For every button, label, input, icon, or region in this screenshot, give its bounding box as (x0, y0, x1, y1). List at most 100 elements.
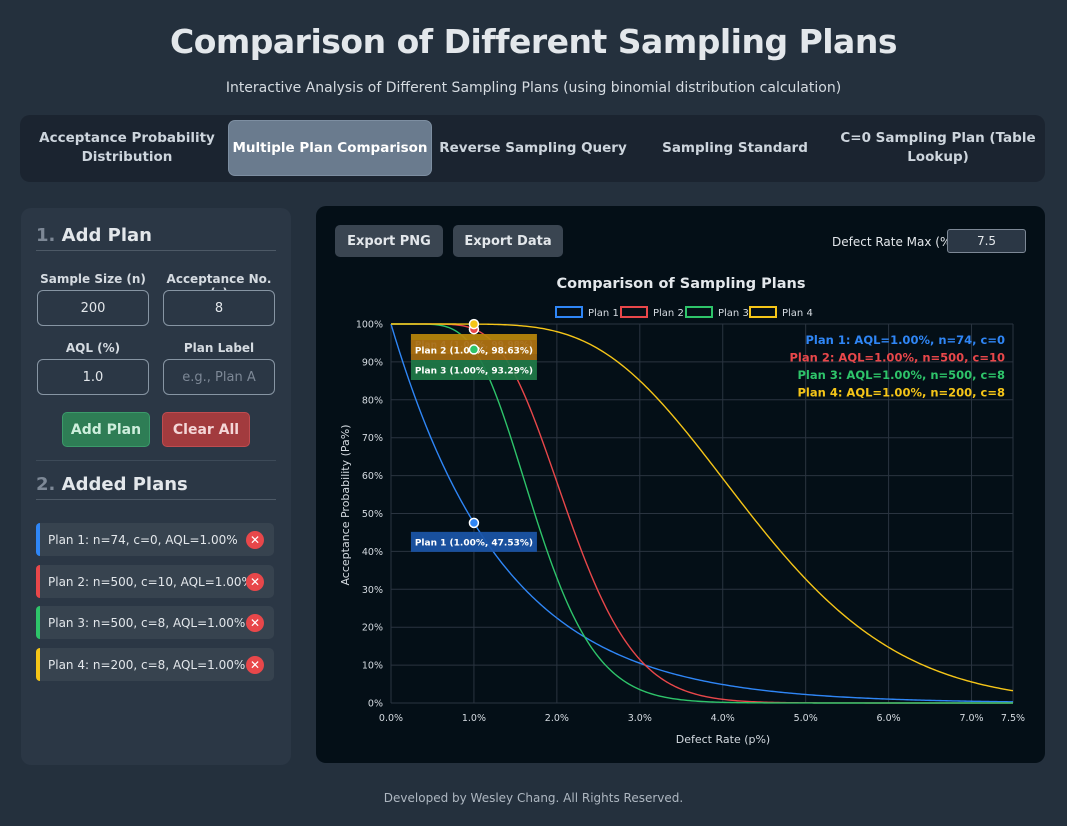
x-tick-label: 4.0% (711, 713, 735, 724)
add-plan-button[interactable]: Add Plan (62, 412, 150, 447)
y-tick-label: 40% (362, 547, 383, 558)
legend-swatch (555, 306, 583, 318)
plan-label-label: Plan Label (183, 341, 255, 355)
legend-swatch (749, 306, 777, 318)
defect-rate-max-input[interactable]: 7.5 (947, 229, 1026, 253)
tab-bar: Acceptance Probability Distribution Multi… (20, 115, 1045, 182)
annotation-box (410, 360, 537, 380)
oc-curve-plan-4 (391, 323, 1014, 692)
x-tick-label: 5.0% (794, 713, 818, 724)
plan-info-label: Plan 1: AQL=1.00%, n=74, c=0 (806, 333, 1006, 347)
y-tick-label: 100% (356, 320, 383, 331)
oc-curve-chart: Comparison of Sampling Plans Plan 1 Plan … (339, 276, 1025, 746)
legend-swatch (620, 306, 648, 318)
plan-item-text: Plan 2: n=500, c=10, AQL=1.00% (48, 575, 253, 589)
x-tick-label: 0.0% (379, 713, 403, 724)
defect-rate-max-label: Defect Rate Max (%): (832, 235, 961, 249)
tab-label-line1: Multiple Plan Comparison (232, 139, 428, 156)
footer-text: Developed by Wesley Chang. All Rights Re… (383, 791, 684, 805)
legend-label: Plan 2 (653, 308, 684, 319)
plan-list-item: Plan 1: n=74, c=0, AQL=1.00% ✕ (36, 523, 274, 556)
aql-point-marker (468, 517, 480, 529)
delete-plan-icon[interactable]: ✕ (246, 614, 264, 632)
added-plans-heading: 2. Added Plans (36, 474, 188, 495)
plan-item-text: Plan 3: n=500, c=8, AQL=1.00% (48, 616, 246, 630)
tab-acceptance-probability[interactable]: Acceptance Probability Distribution (26, 121, 228, 175)
legend-label: Plan 4 (782, 308, 813, 319)
y-tick-label: 30% (362, 585, 383, 596)
tab-label-line1: Sampling Standard (662, 139, 808, 156)
x-tick-label: 7.5% (1001, 713, 1025, 724)
plan-label-input[interactable]: e.g., Plan A (163, 359, 275, 395)
section-number: 2. (36, 474, 56, 495)
y-tick-label: 50% (362, 509, 383, 520)
oc-curve-plan-1 (390, 323, 1014, 703)
y-axis-label: Acceptance Probability (Pa%) (339, 424, 352, 585)
page-subtitle: Interactive Analysis of Different Sampli… (225, 80, 842, 96)
export-data-button[interactable]: Export Data (453, 225, 563, 257)
y-tick-label: 60% (362, 471, 383, 482)
chart-markers: Plan 1 (1.00%, 47.53%)Plan 4 (1.00%, 99.… (410, 318, 537, 552)
plan-color-bar (36, 523, 40, 556)
x-tick-label: 2.0% (545, 713, 569, 724)
plan-info-label: Plan 4: AQL=1.00%, n=200, c=8 (798, 386, 1006, 400)
page-title: Comparison of Different Sampling Plans (170, 22, 897, 61)
delete-plan-icon[interactable]: ✕ (246, 573, 264, 591)
acceptance-number-input[interactable]: 8 (163, 290, 275, 326)
x-tick-label: 7.0% (959, 713, 983, 724)
sample-size-label: Sample Size (n) (40, 272, 146, 286)
plan-color-bar (36, 565, 40, 598)
aql-point-marker (468, 318, 480, 330)
tab-sampling-standard[interactable]: Sampling Standard (634, 121, 836, 175)
tab-c0-sampling-plan[interactable]: C=0 Sampling Plan (Table Lookup) (837, 121, 1039, 175)
tab-label-line2: Lookup) (907, 149, 969, 165)
plan-list-item: Plan 4: n=200, c=8, AQL=1.00% ✕ (36, 648, 274, 681)
tab-label-line2: Distribution (81, 149, 173, 165)
plan-list-item: Plan 3: n=500, c=8, AQL=1.00% ✕ (36, 606, 274, 639)
legend-label: Plan 3 (718, 308, 749, 319)
delete-plan-icon[interactable]: ✕ (246, 531, 264, 549)
sidebar: 1. Add Plan Sample Size (n) Acceptance N… (21, 208, 291, 765)
heading-underline (36, 499, 276, 500)
plan-info-label: Plan 3: AQL=1.00%, n=500, c=8 (798, 368, 1006, 382)
section-divider (36, 460, 276, 461)
aql-input[interactable]: 1.0 (37, 359, 149, 395)
delete-plan-icon[interactable]: ✕ (246, 656, 264, 674)
plan-item-text: Plan 4: n=200, c=8, AQL=1.00% (48, 658, 246, 672)
section-title: Add Plan (61, 225, 152, 246)
x-tick-label: 6.0% (877, 713, 901, 724)
x-axis-label: Defect Rate (p%) (676, 733, 770, 746)
y-tick-label: 20% (362, 623, 383, 634)
tab-label-line1: C=0 Sampling Plan (Table (840, 130, 1036, 146)
chart-info-labels: Plan 1: AQL=1.00%, n=74, c=0 Plan 2: AQL=… (790, 333, 1006, 400)
y-tick-label: 90% (362, 357, 383, 368)
aql-label: AQL (%) (65, 341, 121, 355)
oc-curve-plan-3 (391, 323, 1013, 704)
y-tick-label: 80% (362, 395, 383, 406)
tab-reverse-sampling-query[interactable]: Reverse Sampling Query (432, 121, 634, 175)
chart-panel: Export PNG Export Data Defect Rate Max (… (316, 206, 1045, 763)
legend-label: Plan 1 (588, 308, 619, 319)
y-tick-label: 70% (362, 433, 383, 444)
section-number: 1. (36, 225, 56, 246)
tab-label-line1: Reverse Sampling Query (439, 139, 627, 156)
section-title: Added Plans (61, 474, 188, 495)
plan-color-bar (36, 648, 40, 681)
clear-all-button[interactable]: Clear All (162, 412, 250, 447)
y-tick-label: 10% (362, 661, 383, 672)
annotation-label: Plan 1 (1.00%, 47.53%) (415, 538, 533, 548)
x-tick-label: 1.0% (462, 713, 486, 724)
chart-legend: Plan 1 Plan 2 Plan 3 Plan 4 (555, 306, 813, 319)
plan-info-label: Plan 2: AQL=1.00%, n=500, c=10 (790, 351, 1006, 365)
annotation-box (410, 531, 537, 552)
tab-multiple-plan-comparison[interactable]: Multiple Plan Comparison (229, 121, 431, 175)
plan-color-bar (36, 606, 40, 639)
chart-title: Comparison of Sampling Plans (556, 276, 805, 292)
plan-item-text: Plan 1: n=74, c=0, AQL=1.00% (48, 533, 238, 547)
annotation-label: Plan 3 (1.00%, 93.29%) (415, 367, 533, 377)
legend-swatch (685, 306, 713, 318)
aql-point-marker (468, 344, 480, 355)
add-plan-heading: 1. Add Plan (36, 225, 152, 246)
export-png-button[interactable]: Export PNG (335, 225, 443, 257)
sample-size-input[interactable]: 200 (37, 290, 149, 326)
